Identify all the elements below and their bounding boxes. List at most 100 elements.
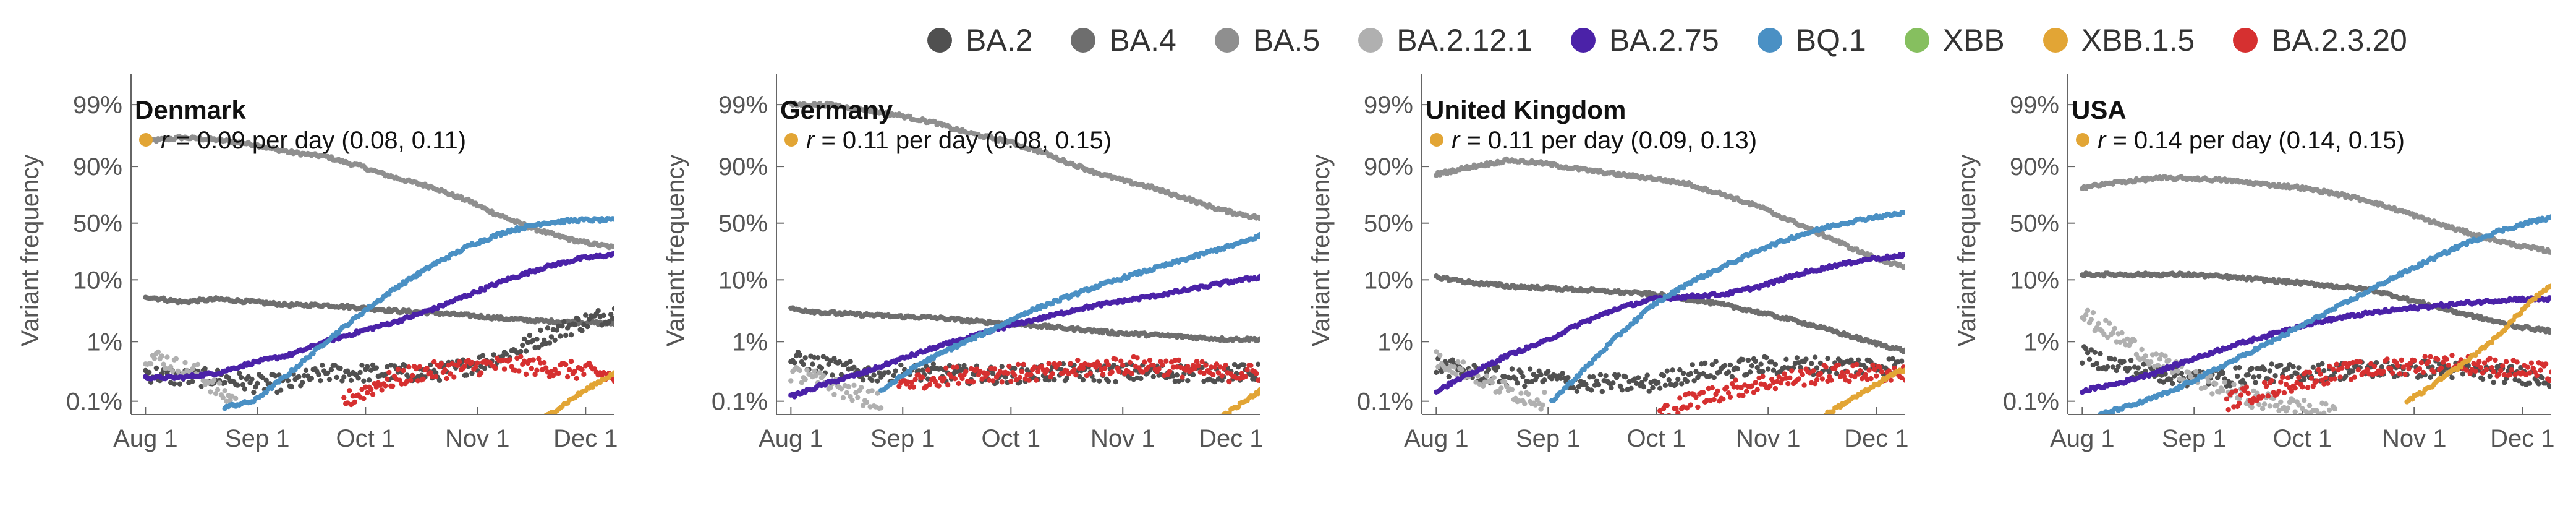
data-point xyxy=(1680,371,1686,376)
data-point xyxy=(869,388,875,393)
data-point xyxy=(456,359,462,365)
data-point xyxy=(606,319,612,324)
data-point xyxy=(1226,379,1232,385)
data-point xyxy=(1489,380,1495,385)
data-point xyxy=(1872,366,1877,372)
data-point xyxy=(1857,368,1863,374)
data-point xyxy=(999,379,1005,385)
data-point xyxy=(1005,371,1010,376)
data-point xyxy=(255,380,260,386)
data-point xyxy=(1877,364,1883,370)
x-tick-label: Aug 1 xyxy=(759,425,823,452)
data-point xyxy=(1829,377,1834,383)
data-point xyxy=(802,377,808,382)
x-tick-label: Nov 1 xyxy=(1736,425,1801,452)
data-point xyxy=(1257,216,1260,221)
data-point xyxy=(581,371,587,377)
data-point xyxy=(1080,365,1086,371)
data-point xyxy=(1214,416,1219,421)
data-point xyxy=(1738,385,1744,391)
series-ba-2-75 xyxy=(143,251,614,382)
data-point xyxy=(1794,355,1800,361)
data-point xyxy=(1140,369,1146,375)
data-point xyxy=(1902,264,1905,269)
series-xbb-1-5 xyxy=(1823,367,1905,414)
data-point xyxy=(797,352,803,358)
data-point xyxy=(1635,375,1641,380)
data-point xyxy=(1160,362,1165,367)
data-point xyxy=(1219,373,1225,379)
data-point xyxy=(1729,374,1735,379)
data-point xyxy=(1522,383,1528,389)
data-point xyxy=(574,376,579,381)
data-point xyxy=(1863,372,1868,378)
data-point xyxy=(1185,364,1191,369)
data-point xyxy=(1785,380,1791,387)
data-point xyxy=(1542,390,1547,395)
data-point xyxy=(520,342,525,348)
data-point xyxy=(536,356,542,362)
data-point xyxy=(1147,358,1153,363)
data-point xyxy=(568,332,574,338)
data-point xyxy=(1688,371,1693,376)
x-tick-label: Sep 1 xyxy=(870,425,935,452)
data-point xyxy=(361,396,367,402)
data-point xyxy=(503,351,509,357)
data-point xyxy=(579,328,585,333)
data-point xyxy=(436,377,443,383)
data-point xyxy=(1863,365,1868,371)
data-point xyxy=(864,400,870,405)
data-point xyxy=(1459,367,1464,373)
data-point xyxy=(433,370,439,376)
data-point xyxy=(1056,361,1063,367)
data-point xyxy=(534,337,540,342)
data-point xyxy=(428,370,433,376)
data-point xyxy=(417,364,423,369)
x-tick-label: Aug 1 xyxy=(2050,425,2115,452)
data-point xyxy=(818,365,825,371)
y-tick-label: 1% xyxy=(2023,328,2059,356)
data-point xyxy=(507,357,512,363)
data-point xyxy=(1203,363,1209,368)
data-points xyxy=(1434,156,1905,414)
data-point xyxy=(1902,347,1905,353)
data-point xyxy=(153,365,159,371)
data-point xyxy=(608,312,614,317)
legend-label: BA.2.12.1 xyxy=(1396,23,1532,58)
data-point xyxy=(1073,372,1079,378)
data-point xyxy=(1105,379,1112,384)
data-point xyxy=(1745,358,1751,363)
data-point xyxy=(1888,377,1894,383)
data-point xyxy=(482,366,488,371)
y-tick-label: 90% xyxy=(1364,153,1413,181)
y-tick-label: 0.1% xyxy=(712,389,768,416)
data-point xyxy=(1526,391,1531,397)
data-point xyxy=(1641,384,1647,390)
legend-marker xyxy=(1904,28,1929,53)
data-point xyxy=(249,376,255,382)
data-point xyxy=(1854,361,1860,367)
data-point xyxy=(1660,372,1667,379)
data-point xyxy=(970,379,976,385)
data-point xyxy=(175,368,181,374)
data-point xyxy=(1194,359,1200,364)
data-point xyxy=(925,367,931,373)
data-point xyxy=(1113,379,1118,385)
data-point xyxy=(357,369,363,376)
data-point xyxy=(518,348,524,354)
x-tick-label: Aug 1 xyxy=(113,425,178,452)
data-point xyxy=(838,372,844,377)
data-point xyxy=(985,371,990,376)
legend-label: BA.2.75 xyxy=(1609,23,1719,58)
data-point xyxy=(536,344,542,350)
data-point xyxy=(990,371,996,376)
y-tick-label: 90% xyxy=(73,153,122,181)
data-point xyxy=(1174,372,1180,378)
y-tick-label: 50% xyxy=(1364,210,1413,238)
data-point xyxy=(451,374,457,380)
data-point xyxy=(1693,369,1699,374)
data-point xyxy=(815,355,821,361)
data-point xyxy=(1639,380,1645,385)
data-point xyxy=(548,334,555,340)
legend-marker xyxy=(1214,28,1239,53)
